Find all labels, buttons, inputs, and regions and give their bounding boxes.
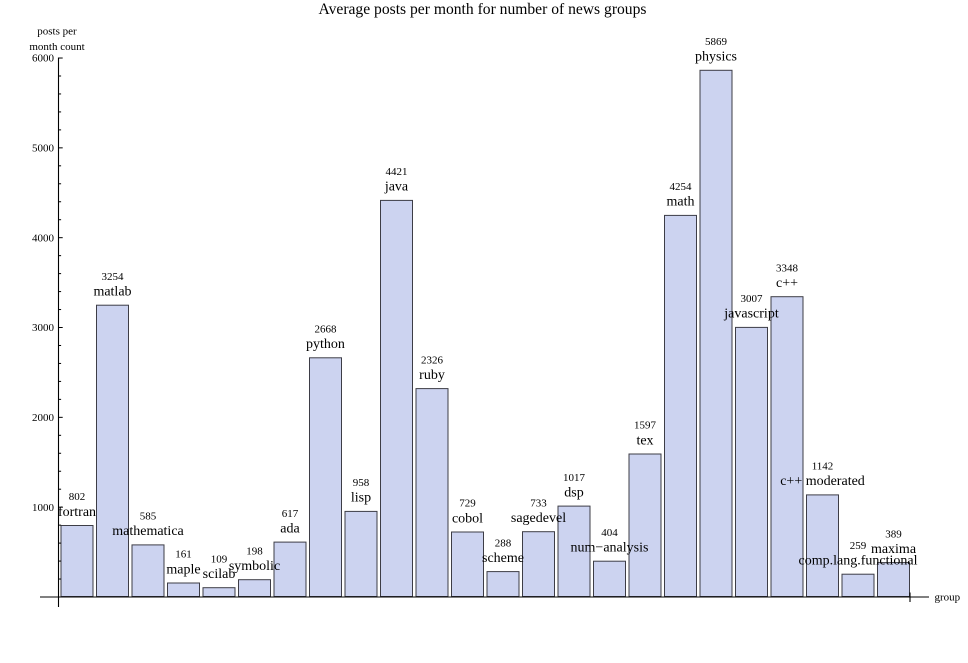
svg-text:math: math bbox=[667, 195, 695, 210]
svg-text:Average posts per month for nu: Average posts per month for number of ne… bbox=[319, 1, 647, 18]
svg-text:c++: c++ bbox=[776, 276, 798, 291]
svg-text:lisp: lisp bbox=[351, 491, 371, 506]
svg-text:3007: 3007 bbox=[741, 293, 764, 305]
svg-text:sagedevel: sagedevel bbox=[511, 511, 566, 526]
svg-text:802: 802 bbox=[69, 491, 86, 503]
svg-text:tex: tex bbox=[636, 433, 653, 448]
svg-text:729: 729 bbox=[459, 498, 476, 510]
svg-text:group: group bbox=[935, 592, 961, 604]
svg-text:2000: 2000 bbox=[32, 412, 55, 424]
svg-text:733: 733 bbox=[530, 497, 547, 509]
svg-text:ruby: ruby bbox=[419, 368, 445, 383]
svg-text:109: 109 bbox=[211, 553, 228, 565]
svg-text:3348: 3348 bbox=[776, 262, 799, 274]
svg-text:3254: 3254 bbox=[102, 271, 125, 283]
svg-text:cobol: cobol bbox=[452, 511, 483, 526]
svg-text:javascript: javascript bbox=[723, 307, 779, 322]
svg-text:4254: 4254 bbox=[670, 181, 693, 193]
svg-text:2326: 2326 bbox=[421, 354, 444, 366]
svg-text:physics: physics bbox=[695, 50, 737, 65]
svg-text:num−analysis: num−analysis bbox=[571, 541, 649, 556]
svg-text:maxima: maxima bbox=[871, 542, 917, 557]
svg-text:fortran: fortran bbox=[58, 505, 96, 520]
svg-text:java: java bbox=[384, 180, 409, 195]
svg-text:1000: 1000 bbox=[32, 502, 55, 514]
svg-text:ada: ada bbox=[280, 521, 300, 536]
svg-text:symbolic: symbolic bbox=[229, 559, 280, 574]
svg-text:3000: 3000 bbox=[32, 322, 55, 334]
svg-text:2668: 2668 bbox=[315, 324, 338, 336]
svg-text:585: 585 bbox=[140, 511, 157, 523]
svg-text:617: 617 bbox=[282, 508, 299, 520]
svg-text:288: 288 bbox=[495, 537, 512, 549]
svg-text:198: 198 bbox=[246, 545, 263, 557]
svg-text:dsp: dsp bbox=[564, 485, 583, 500]
svg-text:c++ moderated: c++ moderated bbox=[780, 474, 865, 489]
svg-text:259: 259 bbox=[850, 540, 867, 552]
svg-text:scilab: scilab bbox=[203, 567, 236, 582]
svg-text:5869: 5869 bbox=[705, 36, 728, 48]
svg-text:4421: 4421 bbox=[386, 166, 408, 178]
svg-text:matlab: matlab bbox=[93, 285, 131, 300]
svg-text:1142: 1142 bbox=[812, 461, 834, 473]
svg-text:389: 389 bbox=[885, 528, 902, 540]
svg-text:161: 161 bbox=[175, 549, 192, 561]
svg-text:5000: 5000 bbox=[32, 142, 55, 154]
svg-text:mathematica: mathematica bbox=[112, 524, 184, 539]
svg-text:month count: month count bbox=[29, 41, 84, 53]
svg-text:1017: 1017 bbox=[563, 472, 586, 484]
svg-text:posts per: posts per bbox=[37, 26, 77, 38]
svg-text:6000: 6000 bbox=[32, 53, 55, 65]
svg-text:1597: 1597 bbox=[634, 420, 657, 432]
svg-text:958: 958 bbox=[353, 477, 370, 489]
svg-text:404: 404 bbox=[601, 527, 618, 539]
svg-text:comp.lang.functional: comp.lang.functional bbox=[799, 554, 918, 569]
svg-text:scheme: scheme bbox=[482, 551, 524, 566]
svg-text:4000: 4000 bbox=[32, 232, 55, 244]
svg-text:python: python bbox=[306, 337, 345, 352]
svg-text:maple: maple bbox=[166, 562, 200, 577]
